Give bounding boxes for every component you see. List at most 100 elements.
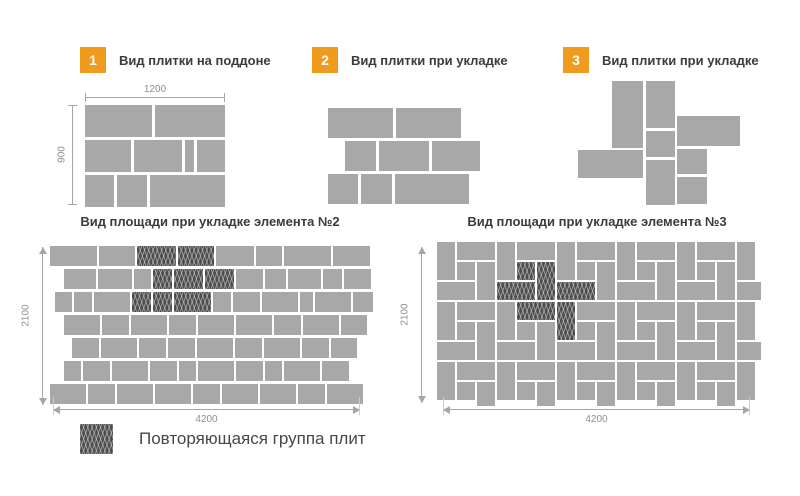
tile — [437, 242, 455, 280]
section-1-number-badge: 1 — [80, 47, 106, 73]
tile — [697, 382, 715, 400]
area-2-height-dimension-label: 2100 — [20, 304, 32, 327]
tile — [437, 342, 475, 360]
tile — [437, 302, 455, 340]
tile — [64, 269, 96, 289]
tile — [50, 384, 86, 404]
tile — [517, 382, 535, 400]
tile — [437, 362, 455, 400]
tile — [597, 382, 615, 406]
tile — [677, 242, 695, 280]
tile — [437, 282, 475, 300]
tile — [264, 338, 300, 358]
tile — [197, 338, 233, 358]
tile — [155, 105, 225, 137]
tile — [233, 292, 260, 312]
tile — [578, 150, 643, 178]
tile — [617, 342, 655, 360]
tile — [379, 141, 429, 171]
tile — [677, 362, 695, 400]
section-2-label: Вид плитки при укладке — [351, 52, 508, 68]
tile — [328, 174, 358, 204]
tile — [617, 302, 635, 340]
tile — [646, 160, 675, 205]
tile — [64, 361, 81, 381]
tile — [274, 315, 301, 335]
tile — [169, 315, 196, 335]
tile — [134, 140, 182, 172]
tile — [737, 342, 761, 360]
tile — [64, 315, 100, 335]
section-1-header: 1 Вид плитки на поддоне — [80, 47, 271, 73]
tile — [657, 382, 675, 406]
tile — [646, 131, 675, 157]
pallet-width-dimension-label: 1200 — [143, 84, 167, 95]
tile — [193, 384, 220, 404]
tile — [117, 384, 153, 404]
tile — [677, 282, 715, 300]
tile — [50, 246, 97, 266]
tile — [117, 175, 147, 207]
tile — [477, 322, 495, 360]
tile — [457, 262, 475, 280]
tile — [577, 262, 595, 280]
tile — [697, 362, 735, 380]
tile — [637, 242, 675, 260]
tile — [298, 384, 325, 404]
tile — [577, 382, 595, 400]
tile — [677, 149, 707, 174]
tile — [577, 242, 615, 260]
tile — [303, 315, 339, 335]
tile — [457, 242, 495, 260]
tile — [517, 242, 555, 260]
tile — [85, 140, 131, 172]
tile — [737, 242, 755, 280]
section-2-header: 2 Вид плитки при укладке — [312, 47, 508, 73]
hatched-tile — [137, 246, 176, 266]
tile — [557, 342, 595, 360]
tile — [260, 384, 296, 404]
tile — [537, 382, 555, 406]
pallet-width-dimension-line: 1200 — [85, 84, 225, 102]
tile — [677, 302, 695, 340]
tile — [333, 246, 370, 266]
tile — [179, 361, 196, 381]
area-2-width-dimension-label: 4200 — [195, 414, 218, 425]
tile — [577, 362, 615, 380]
tile — [236, 315, 272, 335]
tile — [697, 262, 715, 280]
area-3-width-dimension-line: 4200 — [443, 397, 750, 425]
tile — [737, 302, 755, 340]
tile — [198, 361, 234, 381]
tile — [637, 362, 675, 380]
hatched-tile — [174, 269, 203, 289]
tile — [102, 315, 129, 335]
tile — [637, 302, 675, 320]
hatched-tile — [497, 282, 535, 300]
tile — [497, 342, 535, 360]
tile — [185, 140, 194, 172]
tile — [497, 302, 515, 340]
tile — [497, 362, 515, 400]
tile — [353, 292, 373, 312]
tile — [99, 246, 135, 266]
area-3-height-dimension-line — [418, 247, 426, 403]
tile — [457, 302, 495, 320]
tile — [657, 322, 675, 360]
tile — [537, 322, 555, 360]
tile — [737, 362, 755, 400]
tile — [74, 292, 92, 312]
tile — [55, 292, 72, 312]
tile — [577, 302, 615, 320]
hatched-tile — [178, 246, 214, 266]
section-1-label: Вид плитки на поддоне — [119, 52, 271, 68]
tile — [327, 384, 363, 404]
tile — [344, 269, 371, 289]
tile — [477, 262, 495, 300]
hatched-tile — [132, 292, 151, 312]
tile — [717, 382, 735, 406]
tile — [637, 322, 655, 340]
tile — [131, 315, 167, 335]
tile — [517, 362, 555, 380]
tile — [717, 322, 735, 360]
